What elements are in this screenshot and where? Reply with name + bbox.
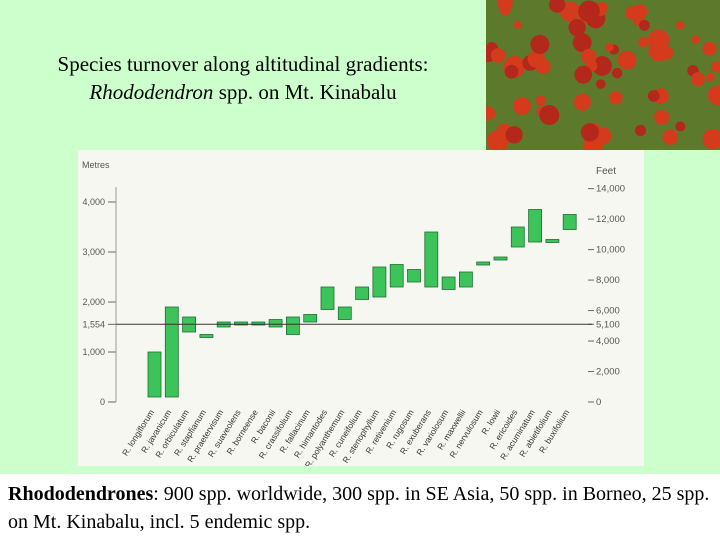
range-bar — [337, 306, 352, 320]
range-bar — [303, 314, 318, 323]
flower-cluster — [486, 106, 496, 121]
flower-cluster — [711, 61, 720, 73]
flower-cluster — [691, 35, 700, 44]
flower-cluster — [706, 72, 715, 82]
left-tick-label: 0 — [100, 397, 105, 407]
flower-cluster — [654, 109, 670, 125]
flower-cluster — [625, 6, 639, 20]
range-bar — [355, 286, 370, 300]
flower-cluster — [605, 43, 614, 52]
altitude-range-chart: Metres Feet 0 1,000 1,554 2,000 3,000 4,000 0… — [82, 160, 625, 470]
range-bar — [234, 321, 248, 326]
flower-cluster — [617, 50, 637, 70]
range-bar — [372, 266, 387, 298]
right-axis: 0 2,000 4,000 5,100 6,000 8,000 10,000 12,000 14… — [588, 184, 625, 408]
rhododendron-flowers-image — [486, 0, 720, 150]
title-line-2-rest: spp. on Mt. Kinabalu — [213, 80, 397, 104]
range-bar — [476, 261, 491, 266]
range-bar — [441, 276, 456, 290]
range-bar — [147, 351, 162, 398]
left-tick-label: 2,000 — [82, 297, 105, 307]
range-bars — [147, 209, 577, 398]
flower-cluster — [513, 97, 532, 115]
right-tick-label: 5,100 — [596, 319, 620, 330]
range-bar — [458, 271, 473, 288]
left-axis-title: Metres — [82, 160, 110, 170]
right-axis-title: Feet — [596, 166, 616, 177]
right-tick-label: 2,000 — [596, 367, 620, 378]
right-tick-label: 4,000 — [596, 336, 620, 347]
title-line-2: Rhododendron spp. on Mt. Kinabalu — [0, 78, 486, 106]
right-tick-label: 0 — [596, 397, 601, 408]
left-tick-label: 3,000 — [82, 247, 105, 257]
right-tick-label: 12,000 — [596, 214, 625, 225]
range-bar — [510, 226, 525, 248]
flower-cluster — [595, 79, 606, 89]
right-tick-label: 10,000 — [596, 245, 625, 256]
slide-title: Species turnover along altitudinal gradi… — [0, 50, 486, 106]
flower-cluster — [712, 93, 720, 104]
flower-cluster — [702, 129, 720, 150]
flower-cluster — [572, 33, 592, 53]
flower-cluster — [676, 21, 685, 30]
flower-cluster — [580, 123, 599, 142]
range-bar — [268, 319, 283, 328]
range-bar — [285, 316, 300, 335]
range-bar — [424, 231, 439, 288]
left-tick-label: 4,000 — [82, 197, 105, 207]
flower-cluster — [500, 4, 511, 16]
flower-cluster — [611, 67, 623, 79]
flower-cluster — [648, 40, 670, 62]
altitude-chart-panel: Metres Feet 0 1,000 1,554 2,000 3,000 4,000 0… — [78, 150, 644, 470]
flower-cluster — [647, 90, 660, 102]
range-bar — [199, 334, 214, 338]
caption-box: Rhododendrones: 900 spp. worldwide, 300 … — [0, 474, 720, 540]
flower-cluster — [490, 48, 506, 63]
flower-cluster — [574, 65, 593, 84]
range-bar — [528, 209, 543, 243]
rhododendron-photo — [486, 0, 720, 150]
range-bar — [320, 286, 335, 310]
flower-cluster — [505, 126, 523, 144]
flower-cluster — [609, 91, 623, 105]
flower-cluster — [573, 93, 591, 111]
flower-cluster — [592, 55, 612, 76]
caption-bold: Rhododendrones — [8, 483, 154, 505]
caption-text: : 900 spp. worldwide, 300 spp. in SE Asi… — [8, 483, 710, 533]
range-bar — [562, 214, 577, 230]
flower-cluster — [638, 19, 650, 31]
flower-cluster — [634, 124, 647, 137]
range-bar — [493, 256, 508, 261]
flower-cluster — [568, 18, 586, 37]
flower-cluster — [548, 0, 566, 13]
range-bar — [545, 239, 560, 243]
range-bar — [164, 306, 179, 398]
flower-cluster — [662, 129, 679, 146]
left-axis: 0 1,000 1,554 2,000 3,000 4,000 — [82, 187, 117, 407]
flower-cluster — [530, 34, 550, 54]
range-bar — [389, 264, 404, 288]
right-tick-label: 8,000 — [596, 275, 620, 286]
range-bar — [407, 269, 421, 283]
flower-cluster — [691, 72, 705, 87]
flower-cluster — [513, 20, 522, 29]
flower-cluster — [581, 48, 597, 65]
left-tick-label: 1,000 — [82, 347, 105, 357]
flower-cluster — [535, 95, 547, 106]
flower-cluster — [578, 0, 600, 23]
flower-cluster — [504, 64, 519, 79]
range-bar — [251, 321, 266, 326]
right-tick-label: 6,000 — [596, 306, 620, 317]
left-tick-label: 1,554 — [82, 319, 105, 329]
right-tick-label: 14,000 — [596, 184, 625, 195]
flower-cluster — [527, 50, 546, 68]
flower-cluster — [702, 41, 717, 56]
flower-cluster — [638, 36, 649, 48]
title-line-1: Species turnover along altitudinal gradi… — [57, 52, 429, 76]
flower-cluster — [675, 121, 686, 132]
title-genus: Rhododendron — [89, 80, 214, 104]
flower-cluster — [539, 104, 560, 126]
